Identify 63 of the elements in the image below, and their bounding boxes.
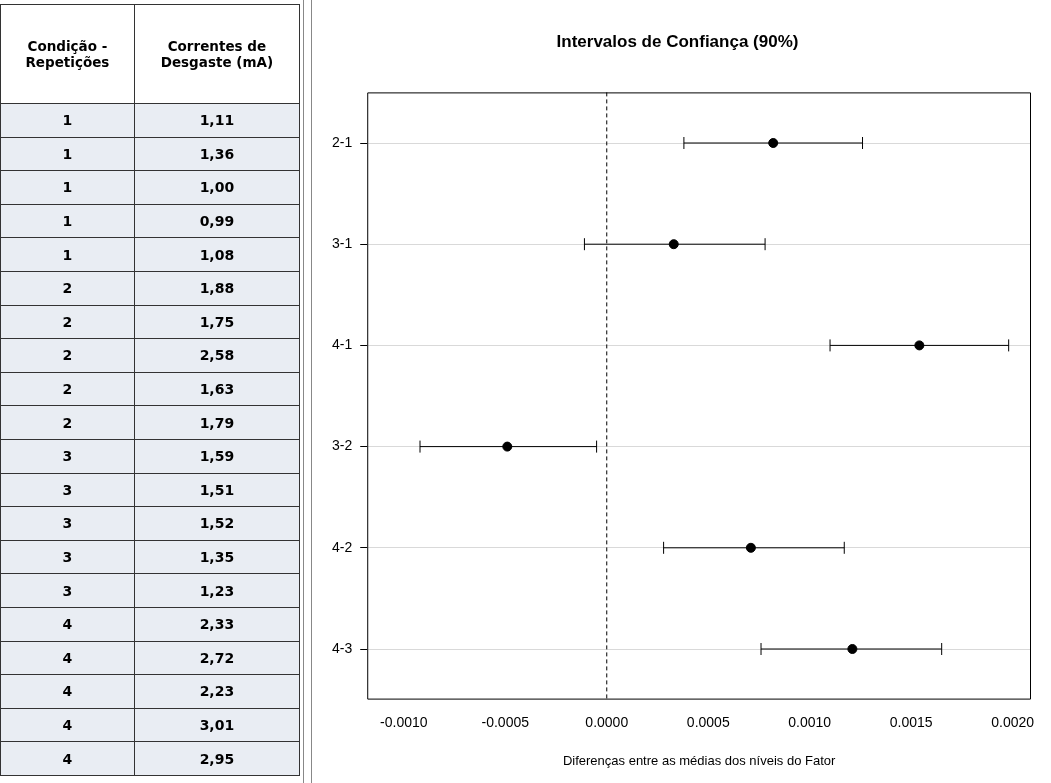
text: 2: [0, 305, 135, 339]
text: 2,23: [134, 674, 300, 709]
text: 4: [0, 674, 135, 709]
text: 1,52: [134, 506, 300, 541]
text: 1,36: [134, 137, 300, 171]
text: 1: [0, 204, 135, 238]
text: 2,95: [134, 741, 300, 776]
text: 1: [0, 103, 135, 138]
x-tick-label: 0.0005: [686, 713, 730, 730]
text: 2,58: [134, 338, 300, 373]
text: 4: [0, 607, 135, 641]
point: [847, 644, 858, 654]
text: 1,00: [134, 170, 300, 205]
text: 1,79: [134, 405, 300, 440]
x-tick-label: 0.0015: [889, 713, 933, 730]
text: 1,23: [134, 573, 300, 608]
y-tick-label: 3-1: [332, 235, 353, 252]
text: 1,51: [134, 473, 300, 507]
text: Condição - Repetições: [0, 4, 135, 104]
text: 2: [0, 271, 135, 306]
x-tick-label: 0.0010: [788, 713, 832, 730]
x-tick-label: 0.0020: [991, 713, 1035, 730]
y-tick-label: 4-2: [332, 538, 353, 555]
point: [668, 239, 679, 250]
text: 4: [0, 708, 135, 742]
point: [502, 441, 513, 452]
text: 4: [0, 741, 135, 776]
x-tick-label: -0.0005: [481, 713, 530, 730]
text: 1: [0, 237, 135, 272]
text: 1,11: [134, 103, 300, 138]
text: 3: [0, 506, 135, 541]
text: 1: [0, 137, 135, 171]
text: 2,72: [134, 641, 300, 675]
y-tick-label: 4-1: [332, 336, 353, 353]
text: 3,01: [134, 708, 300, 742]
point: [914, 340, 925, 351]
text: 3: [0, 439, 135, 474]
x-tick-label: -0.0010: [380, 713, 428, 730]
text: 1,08: [134, 237, 300, 272]
x-tick-label: 0.0000: [585, 713, 629, 730]
text: 2: [0, 372, 135, 406]
text: 1,63: [134, 372, 300, 406]
text: 2: [0, 338, 135, 373]
text: Correntes de Desgaste (mA): [134, 4, 300, 104]
x-axis-title: Diferenças entre as médias dos níveis do Fator: [562, 752, 836, 768]
text: 3: [0, 573, 135, 608]
y-tick-label: 3-2: [332, 437, 353, 454]
text: 1,59: [134, 439, 300, 474]
y-tick-label: 2-1: [332, 133, 353, 150]
y-tick-label: 4-3: [332, 639, 353, 656]
text: 3: [0, 473, 135, 507]
text: 1,88: [134, 271, 300, 306]
text: 2,33: [134, 607, 300, 641]
point: [745, 542, 756, 553]
text: 1: [0, 170, 135, 205]
text: 3: [0, 540, 135, 574]
text: 0,99: [134, 204, 300, 238]
text: 1,35: [134, 540, 300, 574]
point: [768, 138, 779, 148]
text: 1,75: [134, 305, 300, 339]
text: 2: [0, 405, 135, 440]
text: 4: [0, 641, 135, 675]
chart-title: Intervalos de Confiança (90%): [556, 31, 799, 51]
